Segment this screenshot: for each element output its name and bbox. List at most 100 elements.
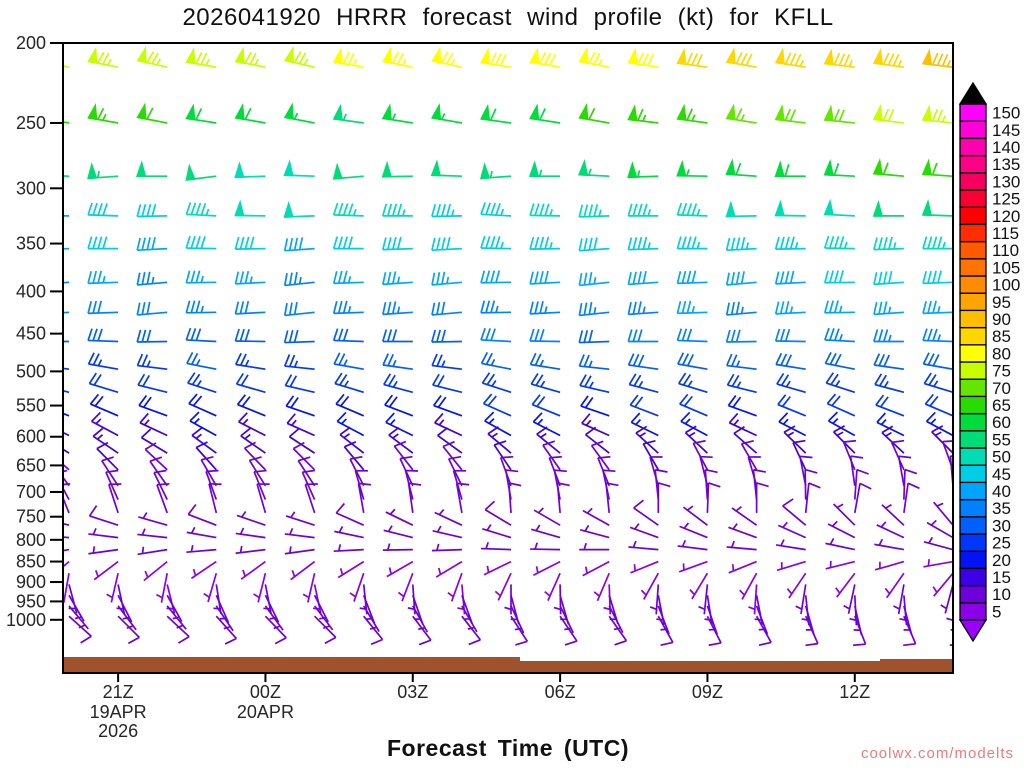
- wind-barb: [849, 455, 864, 486]
- y-tick-label: 350: [16, 234, 46, 254]
- wind-barb: [337, 560, 365, 579]
- wind-barb: [447, 455, 463, 487]
- wind-barb: [288, 427, 316, 454]
- wind-barb: [484, 500, 512, 526]
- wind-barb: [185, 163, 217, 181]
- wind-barb: [704, 468, 718, 500]
- wind-barb: [903, 482, 920, 514]
- wind-barb: [479, 162, 512, 180]
- wind-barb: [480, 300, 512, 314]
- wind-barb: [349, 572, 365, 602]
- wind-barb: [580, 395, 610, 417]
- wind-barb: [297, 456, 316, 487]
- colorbar-cell: [959, 516, 987, 535]
- wind-barb: [447, 572, 463, 602]
- wind-barb: [88, 505, 119, 527]
- wind-barb: [628, 373, 659, 394]
- colorbar-cell: [959, 344, 987, 363]
- colorbar-label: 140: [992, 138, 1020, 157]
- wind-barb: [388, 426, 414, 454]
- wind-barb: [480, 47, 512, 69]
- chart-title: 2026041920 HRRR forecast wind profile (k…: [182, 4, 834, 31]
- colorbar-under-arrow: [958, 619, 988, 643]
- colorbar-cell: [959, 395, 987, 415]
- colorbar-label: 135: [992, 155, 1020, 174]
- colorbar-label: 35: [992, 499, 1011, 518]
- wind-barb: [203, 572, 218, 603]
- y-tick-label: 450: [16, 324, 46, 344]
- wind-barb: [208, 482, 222, 514]
- x-axis-title: Forecast Time (UTC): [386, 735, 629, 761]
- wind-barb: [332, 162, 364, 180]
- wind-barb: [774, 300, 806, 315]
- wind-barb: [234, 328, 266, 343]
- colorbar-cell: [959, 412, 987, 432]
- colorbar-label: 85: [992, 327, 1011, 346]
- wind-barb: [874, 560, 905, 571]
- wind-barb: [166, 615, 190, 644]
- watermark: coolwx.com/modelts: [860, 745, 1014, 762]
- wind-barb: [605, 482, 619, 513]
- wind-barb: [63, 461, 70, 487]
- wind-barb: [578, 159, 610, 178]
- colorbar-cell: [959, 602, 987, 621]
- wind-barb: [774, 328, 806, 343]
- wind-barb: [921, 158, 953, 178]
- wind-barb: [677, 352, 708, 371]
- wind-barb: [725, 158, 757, 178]
- wind-barb: [87, 236, 119, 250]
- y-tick-label: 750: [16, 507, 46, 527]
- wind-barb: [792, 439, 807, 471]
- wind-barb: [393, 440, 414, 471]
- wind-barb: [215, 615, 238, 645]
- wind-barb: [313, 615, 337, 645]
- wind-barb: [437, 427, 463, 454]
- colorbar-cell: [959, 550, 987, 570]
- wind-barb: [679, 393, 708, 417]
- wind-barb: [137, 528, 168, 539]
- colorbar: 5101520253035404550556065707580859095100…: [958, 81, 1020, 643]
- wind-barb: [336, 411, 365, 437]
- wind-barb: [825, 560, 856, 570]
- wind-barb: [823, 300, 855, 314]
- ground-strip: [63, 657, 520, 672]
- wind-barb: [804, 482, 821, 513]
- wind-barb: [739, 572, 758, 600]
- colorbar-label: 150: [992, 104, 1020, 123]
- wind-barb: [875, 394, 905, 417]
- wind-barb: [529, 236, 561, 250]
- wind-barb: [138, 512, 168, 527]
- wind-barb: [873, 270, 904, 286]
- wind-barb: [136, 271, 168, 286]
- wind-barb: [853, 482, 872, 514]
- wind-barb: [873, 329, 904, 343]
- wind-barb: [923, 536, 953, 551]
- x-tick-sublabel: 20APR: [237, 702, 294, 722]
- wind-barb: [256, 483, 270, 514]
- y-tick-label: 900: [16, 572, 46, 592]
- wind-barb: [677, 539, 708, 551]
- wind-barb: [533, 507, 561, 526]
- wind-barb: [63, 534, 70, 539]
- colorbar-cell: [959, 189, 987, 208]
- wind-barb: [774, 199, 806, 217]
- colorbar-label: 15: [992, 568, 1011, 587]
- colorbar-label: 120: [992, 207, 1020, 226]
- wind-barb: [243, 441, 267, 471]
- wind-barb: [88, 372, 119, 394]
- colorbar-label: 5: [992, 602, 1001, 621]
- wind-barb: [431, 203, 462, 218]
- wind-barb: [363, 615, 384, 646]
- colorbar-cell: [959, 258, 987, 277]
- wind-barb: [93, 560, 119, 581]
- wind-barb: [676, 202, 708, 217]
- wind-barb: [731, 505, 758, 526]
- wind-barb: [832, 503, 856, 526]
- wind-barb: [581, 413, 610, 437]
- wind-barb: [529, 103, 561, 124]
- colorbar-label: 130: [992, 172, 1020, 191]
- wind-barb: [434, 508, 463, 526]
- wind-barb: [482, 393, 512, 417]
- wind-barb: [627, 47, 659, 69]
- wind-barb: [480, 202, 512, 217]
